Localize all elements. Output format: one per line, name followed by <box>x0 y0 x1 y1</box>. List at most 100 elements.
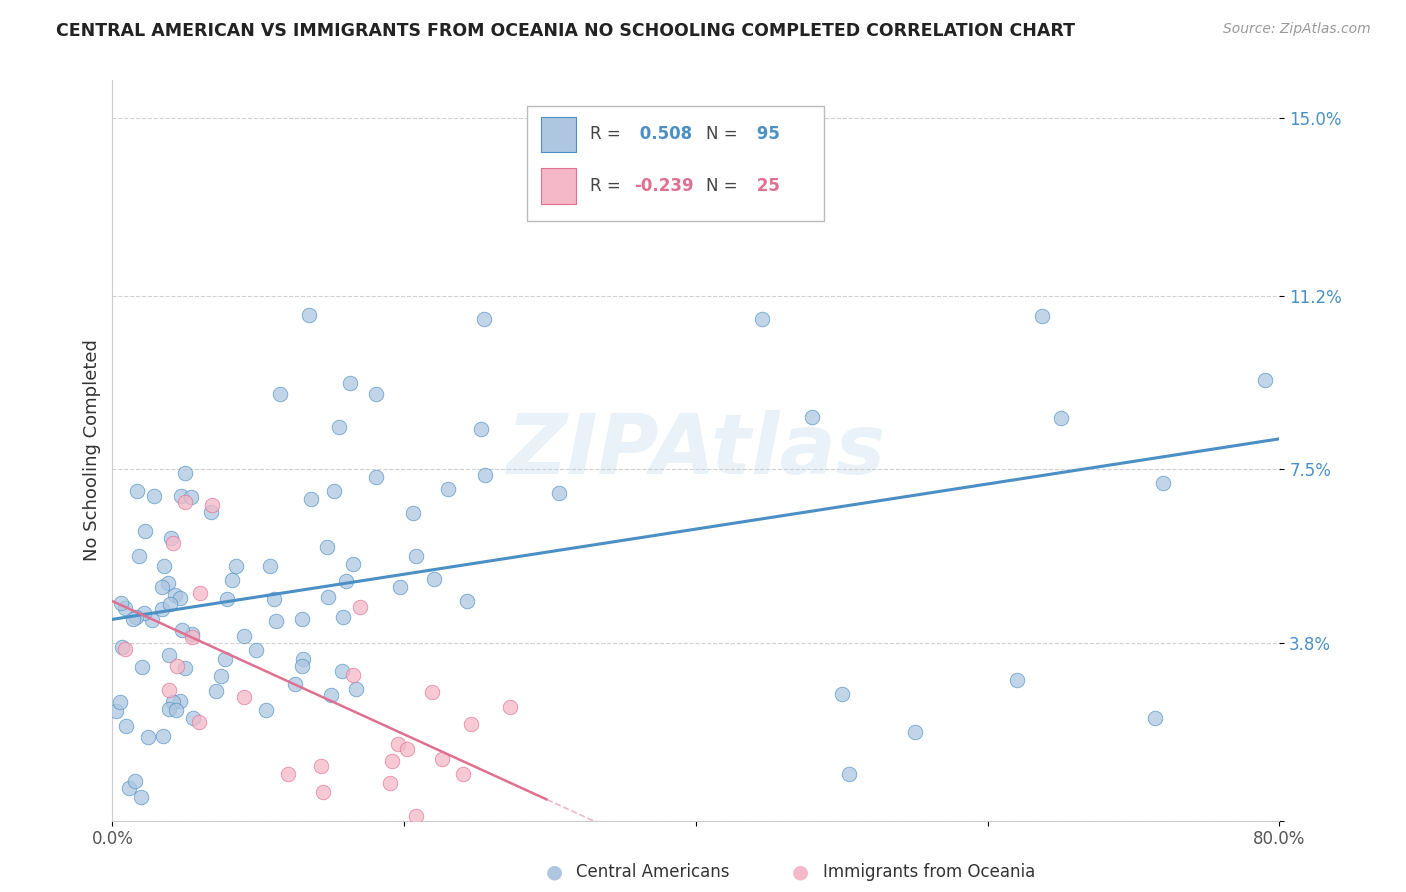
Point <box>110 596 132 610</box>
Point <box>389 580 412 594</box>
Text: N =: N = <box>706 178 744 195</box>
Point <box>1031 309 1053 323</box>
Point <box>423 572 446 586</box>
Point <box>150 602 173 616</box>
Point <box>181 711 204 725</box>
Point <box>233 690 256 704</box>
Point <box>152 729 174 743</box>
Text: ●: ● <box>792 863 808 882</box>
Point <box>319 688 342 702</box>
Point <box>169 694 191 708</box>
Point <box>381 754 404 768</box>
Y-axis label: No Schooling Completed: No Schooling Completed <box>83 340 101 561</box>
Point <box>110 695 132 709</box>
Point <box>1144 710 1167 724</box>
Point <box>174 495 197 509</box>
Point <box>122 612 145 626</box>
Point <box>180 630 202 644</box>
Text: 95: 95 <box>751 126 780 144</box>
Point <box>474 467 496 482</box>
Point <box>309 759 332 773</box>
Point <box>201 498 224 512</box>
Point <box>187 715 209 730</box>
Point <box>1005 673 1028 687</box>
Point <box>259 558 281 573</box>
Point <box>437 482 460 496</box>
Point <box>332 609 354 624</box>
Point <box>1152 476 1174 491</box>
Point <box>342 557 364 571</box>
Point <box>141 613 163 627</box>
Point <box>117 780 139 795</box>
Point <box>339 376 361 390</box>
Point <box>205 683 228 698</box>
Point <box>159 531 181 545</box>
Point <box>173 661 195 675</box>
Point <box>221 573 243 587</box>
Text: R =: R = <box>589 178 626 195</box>
Point <box>291 612 314 626</box>
Text: Source: ZipAtlas.com: Source: ZipAtlas.com <box>1223 22 1371 37</box>
Point <box>420 684 443 698</box>
Point <box>115 719 138 733</box>
Point <box>127 484 149 499</box>
Point <box>456 593 478 607</box>
Point <box>470 421 492 435</box>
Point <box>332 665 354 679</box>
Point <box>143 489 166 503</box>
Point <box>114 600 136 615</box>
Point <box>1254 373 1277 387</box>
Point <box>316 540 339 554</box>
Point <box>134 524 156 538</box>
Point <box>131 790 153 805</box>
Text: 0.508: 0.508 <box>634 126 692 144</box>
Point <box>548 486 571 500</box>
Point <box>312 785 335 799</box>
Point <box>474 312 496 326</box>
Point <box>751 312 773 326</box>
Text: Immigrants from Oceania: Immigrants from Oceania <box>823 863 1035 881</box>
Point <box>904 724 927 739</box>
Point <box>692 181 714 195</box>
Text: ZIPAtlas: ZIPAtlas <box>506 410 886 491</box>
Text: R =: R = <box>589 126 626 144</box>
Point <box>402 507 425 521</box>
Point <box>233 629 256 643</box>
Point <box>172 624 194 638</box>
FancyBboxPatch shape <box>541 117 576 153</box>
Point <box>342 668 364 682</box>
Point <box>838 766 860 780</box>
Point <box>366 387 388 401</box>
Point <box>291 659 314 673</box>
Point <box>292 651 315 665</box>
Point <box>162 695 184 709</box>
Point <box>214 652 236 666</box>
Point <box>264 614 287 628</box>
Text: -0.239: -0.239 <box>634 178 693 195</box>
Point <box>165 704 187 718</box>
Point <box>200 505 222 519</box>
Point <box>169 591 191 605</box>
Point <box>284 676 307 690</box>
Text: N =: N = <box>706 126 744 144</box>
Point <box>105 704 128 718</box>
Point <box>800 410 823 425</box>
Point <box>136 730 159 744</box>
Point <box>387 737 409 751</box>
Point <box>157 648 180 663</box>
Point <box>128 549 150 563</box>
Point <box>217 592 239 607</box>
Point <box>405 549 427 563</box>
Point <box>125 609 148 624</box>
Point <box>131 660 153 674</box>
Point <box>157 683 180 698</box>
Point <box>298 308 321 322</box>
Point <box>111 640 134 654</box>
Text: ●: ● <box>546 863 562 882</box>
Point <box>156 575 179 590</box>
Point <box>366 469 388 483</box>
Point <box>225 559 247 574</box>
Point <box>159 597 181 611</box>
Point <box>245 642 267 657</box>
Point <box>349 599 371 614</box>
